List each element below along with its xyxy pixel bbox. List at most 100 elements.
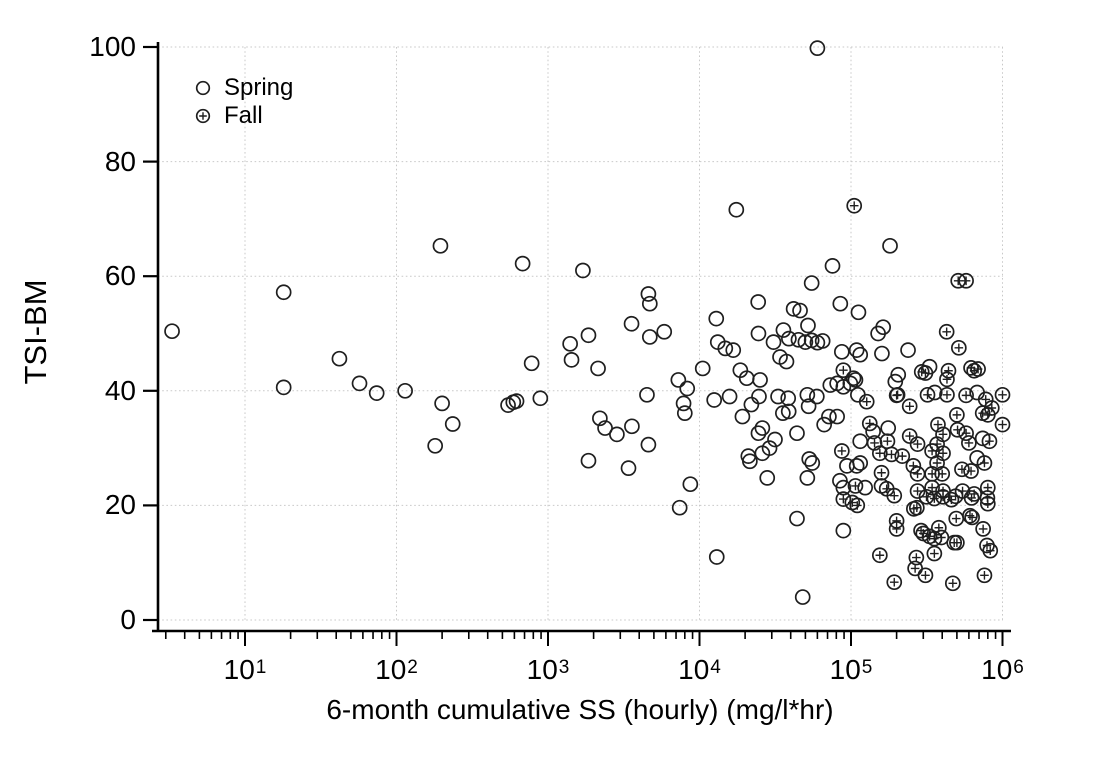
data-point-fall	[901, 428, 918, 444]
data-point-spring	[597, 420, 613, 436]
plus-mark	[922, 492, 931, 502]
plus-mark	[865, 419, 875, 428]
plus-mark	[883, 436, 892, 446]
plus-mark	[952, 410, 962, 420]
data-point-fall	[954, 461, 970, 478]
plus-mark	[961, 391, 971, 400]
data-point-spring	[675, 395, 692, 412]
plus-mark	[998, 420, 1007, 429]
data-point-fall	[909, 483, 926, 499]
data-point-spring	[880, 420, 897, 436]
data-point-spring	[562, 335, 578, 352]
data-point-fall	[889, 386, 906, 403]
data-point-spring	[824, 258, 841, 274]
data-point-spring	[514, 255, 531, 272]
plus-mark	[954, 343, 964, 353]
plus-mark	[892, 516, 901, 526]
data-point-spring	[850, 386, 866, 403]
data-point-spring	[368, 385, 385, 401]
data-point-spring	[640, 286, 657, 302]
data-point-fall	[964, 509, 980, 526]
data-point-fall	[924, 479, 940, 496]
data-point-spring	[780, 390, 797, 407]
data-point-fall	[909, 436, 926, 452]
data-point-spring	[792, 302, 808, 319]
plus-mark	[930, 494, 939, 503]
legend-label-spring: Spring	[224, 74, 294, 101]
data-point-spring	[708, 310, 725, 327]
plus-mark	[889, 577, 899, 587]
plus-mark	[953, 276, 963, 286]
data-point-spring	[829, 408, 845, 425]
data-point-spring	[800, 398, 817, 415]
data-point-fall	[958, 425, 974, 442]
plus-mark	[892, 524, 901, 534]
data-point-spring	[351, 375, 368, 392]
plus-mark	[882, 484, 891, 494]
data-point-spring	[427, 437, 444, 454]
plus-mark	[913, 439, 922, 449]
data-point-spring	[848, 458, 865, 474]
data-point-spring	[752, 372, 768, 388]
data-point-fall	[976, 567, 993, 584]
data-point-spring	[847, 372, 864, 388]
plus-mark	[938, 430, 948, 439]
data-point-fall	[970, 361, 986, 377]
data-point-spring	[671, 499, 688, 516]
data-point-fall	[943, 491, 960, 508]
data-point-spring	[874, 345, 890, 362]
data-point-spring	[275, 284, 292, 301]
data-point-spring	[799, 386, 816, 403]
data-point-fall	[934, 466, 951, 482]
plus-mark	[870, 438, 879, 448]
legend-item-spring: Spring	[188, 74, 293, 102]
data-point-spring	[640, 436, 657, 453]
plus-mark	[877, 468, 886, 478]
data-point-spring	[781, 330, 797, 347]
data-point-fall	[949, 421, 966, 438]
data-point-spring	[832, 295, 849, 312]
data-point-fall	[975, 521, 991, 537]
plus-mark	[897, 451, 907, 461]
plus-mark	[862, 397, 872, 406]
plus-mark	[910, 564, 920, 573]
plus-mark	[912, 553, 921, 562]
data-point-fall	[849, 497, 866, 514]
plus-mark	[951, 514, 961, 523]
data-point-spring	[563, 352, 580, 368]
data-point-fall	[894, 448, 911, 464]
data-point-spring	[523, 355, 540, 372]
plus-mark	[889, 491, 899, 500]
data-point-spring	[809, 40, 826, 56]
data-point-spring	[848, 342, 865, 358]
data-point-spring	[803, 275, 820, 291]
data-point-spring	[641, 329, 658, 345]
data-point-fall	[858, 393, 875, 410]
data-point-spring	[164, 323, 180, 340]
data-point-spring	[754, 420, 771, 436]
plus-mark	[851, 481, 860, 491]
data-point-spring	[852, 346, 869, 363]
data-point-spring	[624, 418, 640, 435]
data-point-spring	[728, 201, 745, 218]
data-point-fall	[871, 547, 888, 564]
plus-mark	[912, 503, 922, 512]
data-point-spring	[800, 317, 816, 334]
data-point-spring	[852, 433, 869, 450]
data-point-spring	[794, 589, 811, 605]
plus-mark	[942, 375, 952, 384]
plus-mark	[952, 538, 962, 547]
data-point-fall	[961, 435, 977, 451]
data-point-fall	[935, 488, 951, 505]
plus-mark	[921, 571, 930, 580]
data-point-fall	[963, 463, 979, 479]
plus-mark	[937, 533, 946, 542]
y-tick-label: 20	[104, 489, 136, 521]
data-point-spring	[750, 294, 767, 310]
plus-mark	[930, 549, 939, 558]
data-point-spring	[623, 315, 640, 332]
y-axis-title: TSI-BM	[18, 279, 53, 385]
data-point-spring	[434, 395, 450, 412]
data-point-fall	[871, 445, 888, 462]
